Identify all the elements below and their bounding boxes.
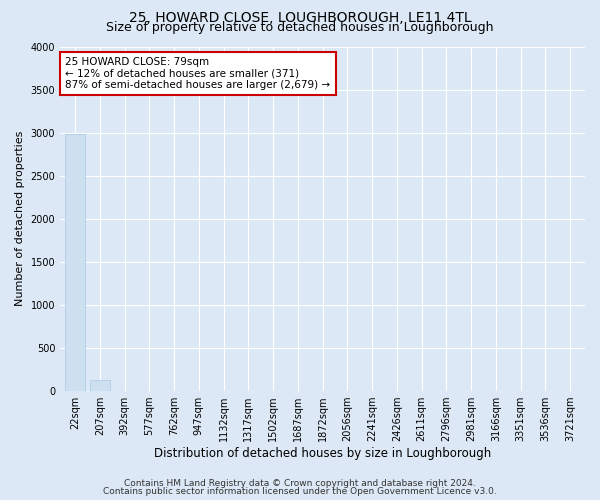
Bar xyxy=(65,134,85,391)
Bar xyxy=(90,380,110,391)
Text: Size of property relative to detached houses in Loughborough: Size of property relative to detached ho… xyxy=(106,22,494,35)
Text: 25 HOWARD CLOSE: 79sqm
← 12% of detached houses are smaller (371)
87% of semi-de: 25 HOWARD CLOSE: 79sqm ← 12% of detached… xyxy=(65,57,331,90)
Text: Contains HM Land Registry data © Crown copyright and database right 2024.: Contains HM Land Registry data © Crown c… xyxy=(124,478,476,488)
Text: 25, HOWARD CLOSE, LOUGHBOROUGH, LE11 4TL: 25, HOWARD CLOSE, LOUGHBOROUGH, LE11 4TL xyxy=(128,11,472,25)
X-axis label: Distribution of detached houses by size in Loughborough: Distribution of detached houses by size … xyxy=(154,447,491,460)
Text: Contains public sector information licensed under the Open Government Licence v3: Contains public sector information licen… xyxy=(103,487,497,496)
Y-axis label: Number of detached properties: Number of detached properties xyxy=(15,131,25,306)
